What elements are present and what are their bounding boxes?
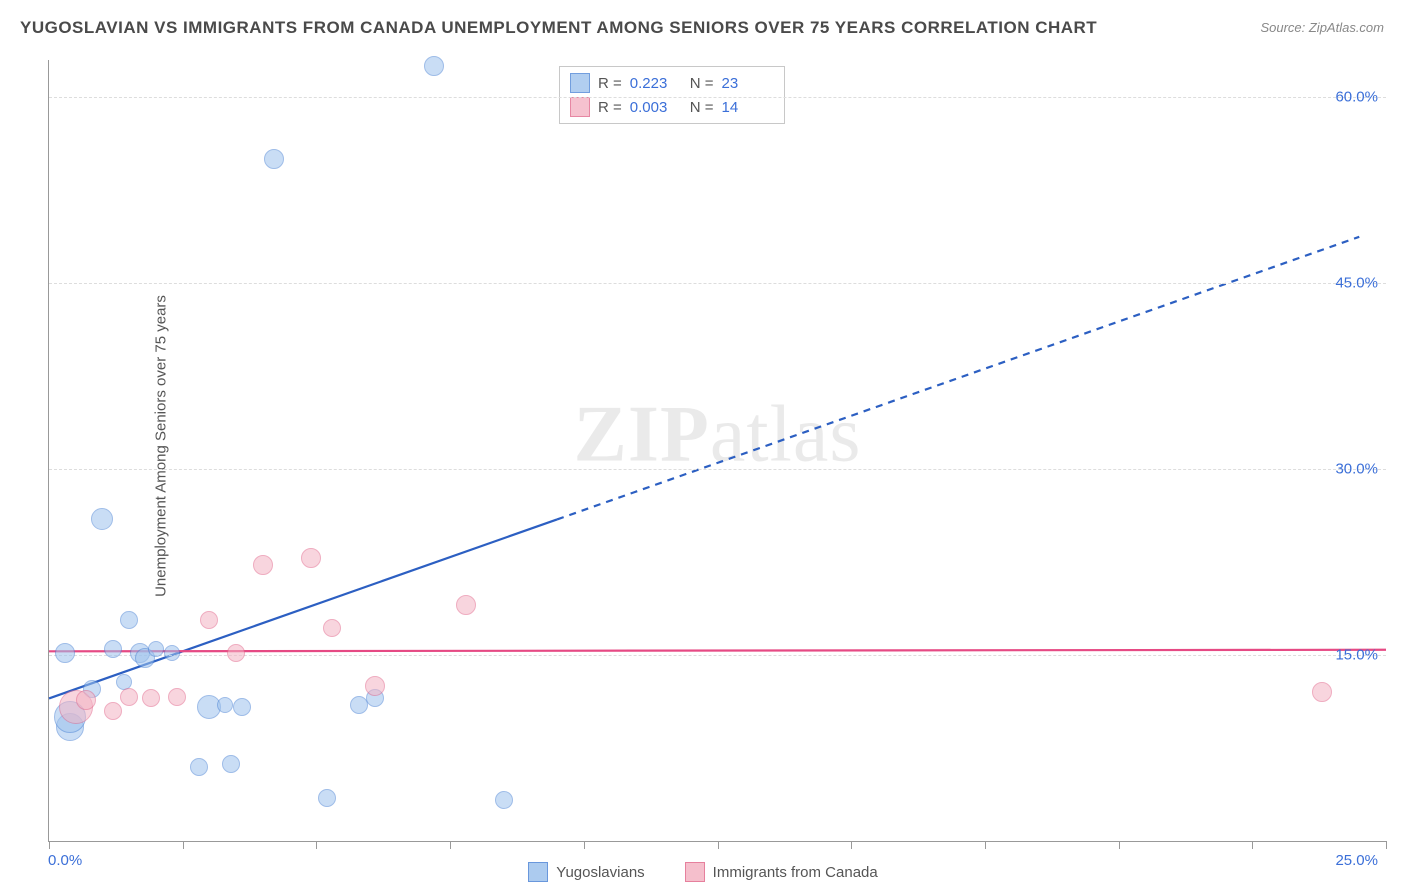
data-point — [318, 789, 336, 807]
series-legend: Yugoslavians Immigrants from Canada — [0, 862, 1406, 882]
r-label: R = — [598, 75, 622, 92]
x-tick — [1386, 841, 1387, 849]
gridline-h — [49, 97, 1386, 98]
legend-swatch — [685, 862, 705, 882]
x-tick — [1252, 841, 1253, 849]
y-tick-label: 30.0% — [1335, 461, 1378, 478]
data-point — [222, 755, 240, 773]
data-point — [104, 702, 122, 720]
stats-legend-box: R = 0.223 N = 23 R = 0.003 N = 14 — [559, 66, 785, 124]
source-attribution: Source: ZipAtlas.com — [1260, 20, 1384, 35]
data-point — [91, 508, 113, 530]
chart-title: YUGOSLAVIAN VS IMMIGRANTS FROM CANADA UN… — [20, 18, 1097, 38]
chart-plot-area: ZIPatlas R =0.223N =23R =0.003N =14 15.0… — [48, 60, 1386, 842]
data-point — [233, 698, 251, 716]
x-tick — [49, 841, 50, 849]
data-point — [164, 645, 180, 661]
data-point — [55, 643, 75, 663]
y-tick-label: 15.0% — [1335, 647, 1378, 664]
x-tick — [584, 841, 585, 849]
data-point — [142, 689, 160, 707]
legend-item: Yugoslavians — [528, 862, 644, 882]
legend-label: Yugoslavians — [556, 864, 644, 881]
n-label: N = — [690, 75, 714, 92]
x-tick — [183, 841, 184, 849]
legend-swatch — [570, 97, 590, 117]
trend-line — [49, 519, 557, 698]
data-point — [1312, 682, 1332, 702]
y-tick-label: 45.0% — [1335, 275, 1378, 292]
trend-line — [557, 237, 1359, 520]
data-point — [217, 697, 233, 713]
data-point — [190, 758, 208, 776]
source-prefix: Source: — [1260, 20, 1308, 35]
n-value: 23 — [722, 75, 774, 92]
data-point — [227, 644, 245, 662]
x-tick — [450, 841, 451, 849]
x-tick — [718, 841, 719, 849]
trend-lines-layer — [49, 60, 1386, 841]
x-tick — [851, 841, 852, 849]
legend-stats-row: R = 0.003 N = 14 — [570, 95, 774, 119]
r-label: R = — [598, 99, 622, 116]
gridline-h — [49, 283, 1386, 284]
data-point — [264, 149, 284, 169]
data-point — [495, 791, 513, 809]
r-value: 0.003 — [630, 99, 682, 116]
n-value: 14 — [722, 99, 774, 116]
legend-item: Immigrants from Canada — [685, 862, 878, 882]
legend-swatch — [570, 73, 590, 93]
x-tick — [316, 841, 317, 849]
gridline-h — [49, 655, 1386, 656]
legend-stats-row: R = 0.223 N = 23 — [570, 71, 774, 95]
legend-swatch — [528, 862, 548, 882]
r-value: 0.223 — [630, 75, 682, 92]
gridline-h — [49, 469, 1386, 470]
data-point — [148, 641, 164, 657]
data-point — [76, 690, 96, 710]
n-label: N = — [690, 99, 714, 116]
trend-line — [49, 650, 1386, 652]
x-tick — [985, 841, 986, 849]
x-tick — [1119, 841, 1120, 849]
y-tick-label: 60.0% — [1335, 89, 1378, 106]
legend-label: Immigrants from Canada — [713, 864, 878, 881]
data-point — [253, 555, 273, 575]
source-name: ZipAtlas.com — [1309, 20, 1384, 35]
data-point — [104, 640, 122, 658]
